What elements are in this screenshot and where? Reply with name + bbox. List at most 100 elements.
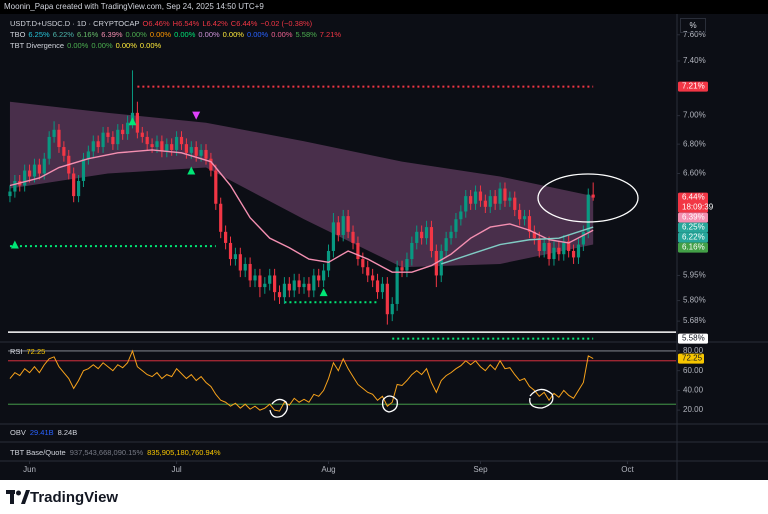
candle-body	[307, 283, 311, 291]
indicator-legend: TBO 6.25% 6.22% 6.16% 6.39% 0.00% 0.00% 0.00% 0.…	[10, 30, 344, 39]
candle-body	[47, 136, 51, 159]
price-tag-label: 6.44%	[682, 193, 705, 202]
candle-body	[331, 222, 336, 251]
candle-body	[380, 283, 385, 293]
candle-body	[591, 194, 595, 198]
candle-body	[184, 144, 188, 153]
candle-body	[454, 219, 458, 232]
scale-button[interactable]: %	[680, 18, 706, 33]
candle-body	[336, 222, 340, 235]
rsi-name: RSI	[10, 347, 23, 356]
y-tick-label: 5.68%	[683, 316, 706, 325]
price-tag-label: 6.25%	[682, 223, 705, 232]
candle-body	[508, 197, 512, 201]
candle-body	[248, 263, 252, 281]
candle-body	[459, 211, 463, 220]
ohlc-value: H6.54%	[172, 19, 200, 28]
candle-body	[312, 275, 316, 291]
indicator-value: 0.00%	[198, 30, 220, 39]
y-tick-label: 7.60%	[683, 30, 706, 39]
candle-body	[326, 250, 331, 271]
price-tag	[678, 222, 708, 233]
price-tag	[678, 192, 708, 213]
indicator-value: 0.00%	[91, 41, 113, 50]
candle-body	[72, 173, 76, 197]
candle-body	[253, 275, 257, 281]
candle-body	[513, 197, 517, 210]
candle-body	[473, 191, 478, 204]
candle-body	[268, 275, 272, 284]
candle-body	[263, 283, 267, 288]
candle-body	[32, 164, 37, 177]
candle-body	[469, 196, 473, 204]
candle-body	[277, 292, 282, 298]
indicator-value: 0.00%	[115, 41, 137, 50]
candle-body	[194, 147, 198, 156]
candle-body	[503, 188, 507, 201]
candle-body	[346, 216, 350, 232]
candle-body	[233, 254, 238, 260]
signal-marker	[187, 166, 196, 175]
indicator-line	[9, 149, 594, 273]
price-tag	[678, 242, 708, 253]
candle-body	[552, 247, 556, 260]
hand-drawn-circle	[269, 398, 288, 418]
candle-body	[174, 136, 179, 150]
ohlc-value: C6.44%	[230, 19, 258, 28]
candle-body	[483, 200, 487, 207]
y-tick-label: 5.95%	[683, 271, 706, 280]
candle-body	[567, 241, 571, 251]
indicator-value: 0.00%	[271, 30, 293, 39]
candle-body	[189, 147, 193, 153]
candle-body	[155, 141, 159, 148]
candle-body	[37, 164, 41, 174]
indicator-legend: TBT Divergence 0.00% 0.00% 0.00% 0.00%	[10, 41, 164, 50]
price-tag-countdown: 18:09:39	[682, 203, 714, 212]
rsi-tag	[678, 353, 704, 364]
price-tag-label: 6.22%	[682, 233, 705, 242]
ohlc-value: −0.02 (−0.38%)	[260, 19, 313, 28]
candle-body	[258, 275, 262, 288]
candle-body	[341, 216, 345, 235]
candle-body	[145, 136, 149, 145]
candle-body	[165, 144, 169, 152]
candle-body	[125, 122, 130, 135]
candle-body	[116, 129, 120, 145]
candle-body	[464, 196, 468, 212]
price-tag	[678, 333, 708, 344]
candle-body	[532, 231, 536, 239]
candle-body	[209, 158, 213, 171]
indicator-name: TBO	[10, 30, 26, 39]
indicator-value: 6.39%	[101, 30, 123, 39]
x-tick-label: Sep	[473, 465, 488, 474]
indicator-value: 0.00%	[125, 30, 147, 39]
candle-body	[13, 180, 17, 192]
candle-body	[140, 132, 144, 137]
obv-legend: OBV 29.41B 8.24B	[10, 428, 81, 437]
x-tick-label: Jul	[171, 465, 181, 474]
price-tag-label: 6.39%	[682, 213, 705, 222]
price-pane: 7.60% 7.40% 7.00% 6.80% 6.60% 5.95% 5.80% 5.68%…	[8, 30, 714, 474]
candle-body	[385, 283, 389, 315]
symbol-legend: USDT.D+USDC.D · 1D · CRYPTOCAP O6.46% H6.5…	[10, 19, 315, 28]
candle-body	[302, 283, 306, 288]
indicator-value: 6.16%	[76, 30, 99, 39]
candle-body	[86, 151, 90, 159]
caption-bar	[0, 0, 768, 14]
candle-body	[444, 238, 448, 251]
y-tick-label: 6.80%	[683, 139, 706, 148]
candle-body	[23, 170, 27, 186]
y-tick-label: 7.00%	[683, 111, 706, 120]
indicator-value: 0.00%	[222, 30, 244, 39]
price-tag-label: 5.58%	[682, 334, 705, 343]
hand-drawn-circle	[381, 395, 398, 413]
candle-body	[375, 280, 380, 293]
rsi-value: 72.25	[26, 347, 46, 356]
hand-drawn-ellipse	[537, 173, 639, 223]
candle-body	[478, 191, 483, 201]
candle-body	[557, 247, 561, 255]
candle-body	[287, 283, 291, 291]
candle-body	[219, 203, 223, 232]
y-tick-label: 40.00	[683, 386, 704, 395]
